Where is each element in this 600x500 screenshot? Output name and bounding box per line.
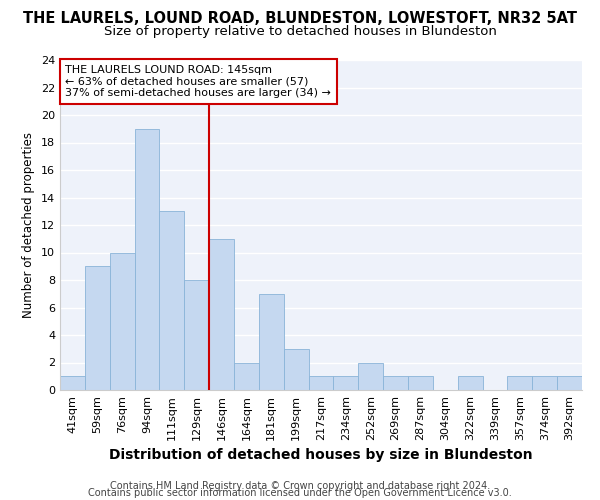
Bar — [209, 239, 234, 390]
Bar — [60, 376, 85, 390]
Bar — [85, 266, 110, 390]
Text: THE LAURELS, LOUND ROAD, BLUNDESTON, LOWESTOFT, NR32 5AT: THE LAURELS, LOUND ROAD, BLUNDESTON, LOW… — [23, 11, 577, 26]
Bar — [234, 362, 259, 390]
Bar — [259, 294, 284, 390]
Bar — [110, 252, 134, 390]
Y-axis label: Number of detached properties: Number of detached properties — [22, 132, 35, 318]
Bar — [284, 349, 308, 390]
Bar — [184, 280, 209, 390]
Bar — [358, 362, 383, 390]
Bar — [383, 376, 408, 390]
Bar — [308, 376, 334, 390]
Bar — [557, 376, 582, 390]
Bar — [134, 128, 160, 390]
X-axis label: Distribution of detached houses by size in Blundeston: Distribution of detached houses by size … — [109, 448, 533, 462]
Bar — [408, 376, 433, 390]
Text: THE LAURELS LOUND ROAD: 145sqm
← 63% of detached houses are smaller (57)
37% of : THE LAURELS LOUND ROAD: 145sqm ← 63% of … — [65, 65, 331, 98]
Text: Contains public sector information licensed under the Open Government Licence v3: Contains public sector information licen… — [88, 488, 512, 498]
Bar — [508, 376, 532, 390]
Text: Contains HM Land Registry data © Crown copyright and database right 2024.: Contains HM Land Registry data © Crown c… — [110, 481, 490, 491]
Bar — [334, 376, 358, 390]
Bar — [532, 376, 557, 390]
Bar — [458, 376, 482, 390]
Text: Size of property relative to detached houses in Blundeston: Size of property relative to detached ho… — [104, 24, 496, 38]
Bar — [160, 211, 184, 390]
